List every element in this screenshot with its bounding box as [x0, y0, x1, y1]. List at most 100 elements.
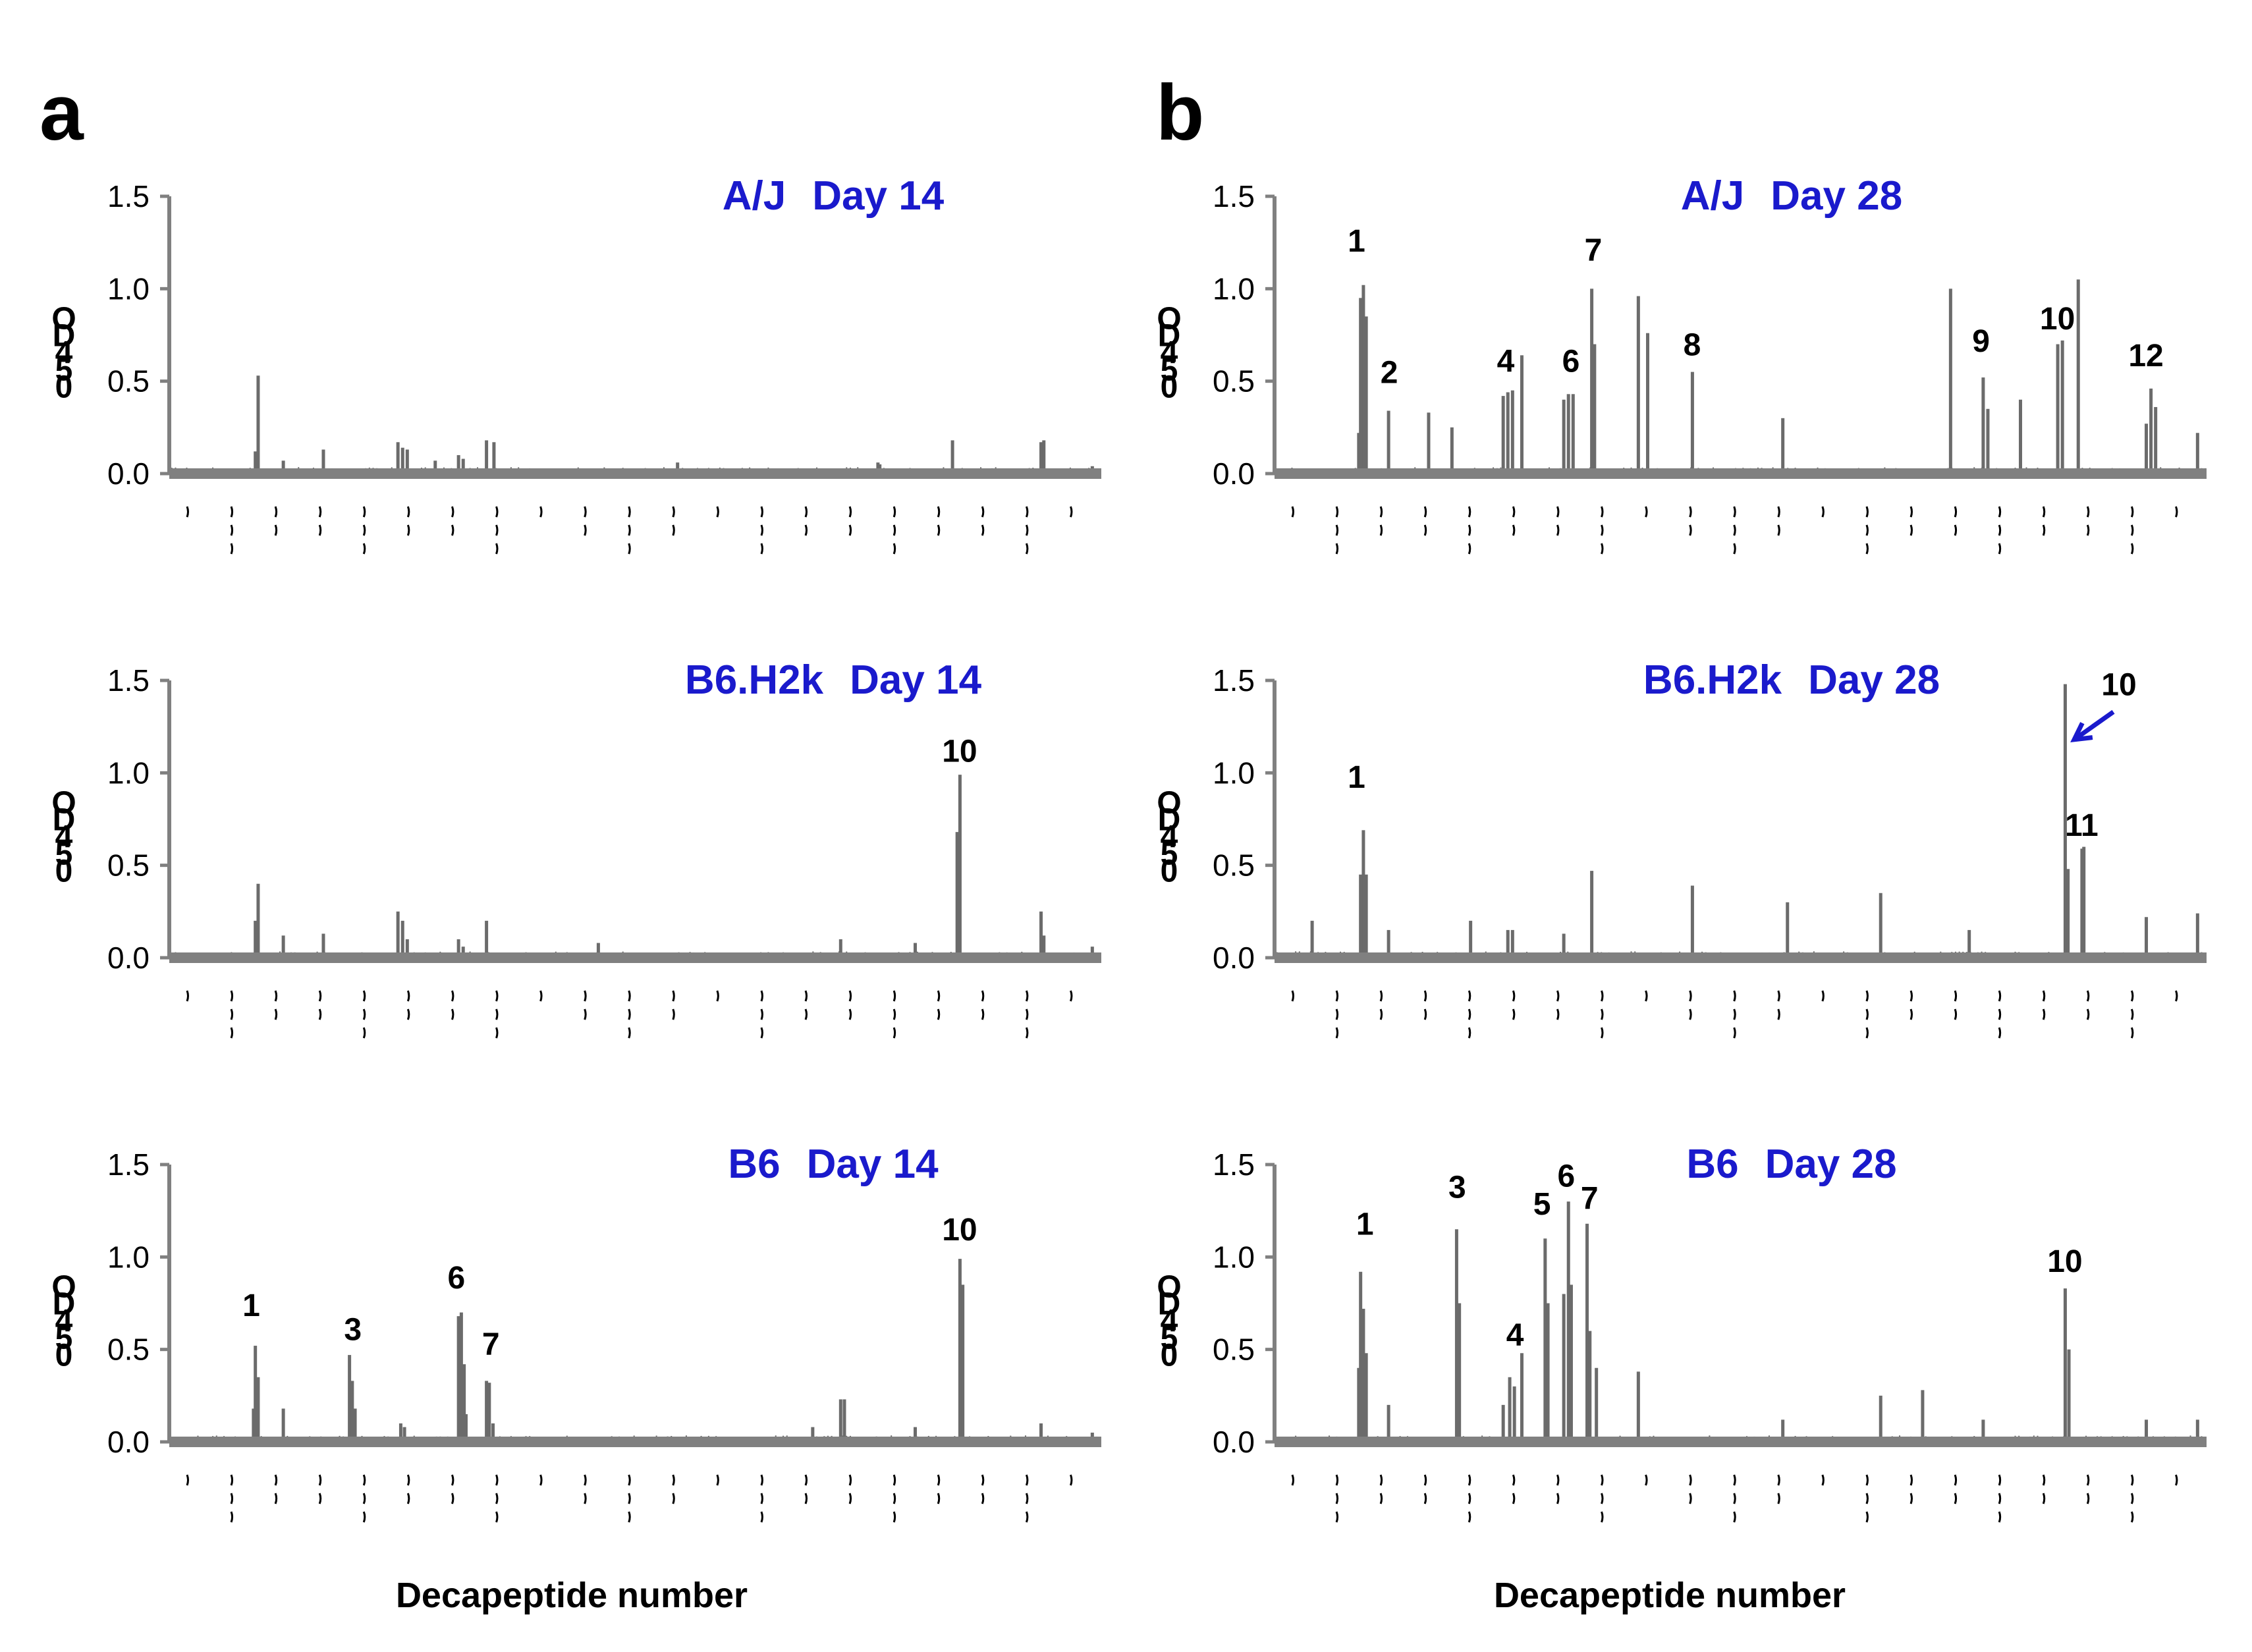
x-tick-glyph: [451, 1474, 454, 1486]
x-tick-glyphs: [1291, 1474, 2178, 1523]
y-tick-label: 1.0: [107, 756, 150, 790]
data-bar: [281, 1408, 285, 1442]
x-tick-glyph: [1954, 990, 1958, 1002]
x-tick-glyph: [1998, 990, 2002, 1002]
x-tick-glyph: [1865, 506, 1869, 518]
data-bar: [1690, 372, 1694, 474]
x-tick-glyph: [1335, 1474, 1339, 1486]
x-tick-glyph: [495, 1474, 499, 1486]
peak-label: 11: [2065, 808, 2099, 843]
x-tick-glyph: [760, 543, 763, 555]
x-tick-glyph: [2086, 1474, 2090, 1486]
data-bar: [2076, 279, 2080, 474]
y-tick-label: 0.5: [107, 848, 150, 883]
x-tick-glyph: [2130, 990, 2134, 1002]
x-tick-glyph: [1777, 1493, 1780, 1504]
x-tick-glyph: [1070, 1474, 1073, 1486]
x-axis-label-panel-b: Decapeptide number: [1494, 1576, 1846, 1615]
y-tick-label: 0.0: [107, 1425, 150, 1459]
x-tick-glyph: [362, 506, 366, 518]
data-bar: [955, 832, 959, 958]
x-tick-glyph: [1821, 506, 1825, 518]
x-tick-glyph: [628, 1008, 631, 1020]
data-bar: [1986, 408, 1990, 474]
data-bar: [1387, 410, 1390, 474]
x-tick-glyph: [1423, 506, 1427, 518]
x-tick-glyph: [1335, 1008, 1339, 1020]
data-bar: [1562, 399, 1566, 474]
data-bar: [676, 462, 680, 474]
data-bar: [838, 1399, 842, 1442]
data-bar: [1569, 1284, 1573, 1442]
x-tick-glyph: [1777, 1008, 1780, 1020]
y-tick-label: 1.0: [1213, 756, 1255, 790]
x-tick-glyph: [672, 1493, 675, 1504]
data-bar: [1310, 920, 1314, 958]
data-bar: [402, 1427, 406, 1442]
panel-letter-a: a: [40, 69, 84, 157]
x-tick-glyph: [1733, 1008, 1736, 1020]
data-bar: [256, 1377, 260, 1442]
chart-title-day: Day 14: [807, 1142, 939, 1187]
x-tick-glyph: [495, 506, 499, 518]
x-tick-glyph: [804, 1008, 808, 1020]
x-tick-glyph: [1468, 1493, 1471, 1504]
x-tick-glyph: [1601, 1008, 1604, 1020]
data-bar: [281, 935, 285, 958]
data-bar: [456, 939, 460, 958]
x-tick-glyph: [1468, 990, 1471, 1002]
x-tick-glyph: [937, 506, 941, 518]
data-bar: [281, 460, 285, 474]
x-tick-glyph: [1733, 1474, 1736, 1486]
x-tick-glyph: [1025, 543, 1029, 555]
x-tick-glyph: [1865, 1008, 1869, 1020]
data-bar: [254, 451, 258, 474]
peak-label: 1: [1348, 760, 1365, 795]
x-tick-glyph: [1733, 506, 1736, 518]
x-tick-glyph: [2130, 1027, 2134, 1039]
x-tick-glyph: [230, 1008, 234, 1020]
data-bar: [811, 1427, 815, 1442]
data-bar: [1361, 1308, 1365, 1442]
x-tick-glyph: [495, 524, 499, 536]
x-tick-glyphs: [186, 990, 1073, 1039]
x-tick-glyph: [539, 1474, 543, 1486]
data-bar: [396, 442, 400, 474]
data-bar: [1427, 412, 1431, 474]
chart-title: A/J Day 14: [723, 173, 945, 219]
x-tick-glyph: [1379, 990, 1383, 1002]
chart-title: B6 Day 14: [728, 1142, 939, 1187]
x-tick-glyph: [1025, 1511, 1029, 1523]
x-tick-glyph: [1556, 990, 1560, 1002]
data-bar: [1357, 1367, 1361, 1442]
x-tick-glyph: [1865, 990, 1869, 1002]
x-tick-glyph: [848, 506, 852, 518]
peak-label: 10: [2040, 302, 2075, 337]
x-tick-glyph: [2175, 990, 2178, 1002]
x-tick-glyph: [1468, 1511, 1471, 1523]
y-tick-label: 1.5: [1213, 663, 1255, 698]
x-tick-glyph: [451, 506, 454, 518]
chart-title-day: Day 14: [812, 173, 944, 219]
x-tick-glyph: [1025, 1027, 1029, 1039]
x-tick-glyph: [2130, 543, 2134, 555]
y-axis-label-char: 0: [1161, 854, 1178, 889]
x-tick-glyphs: [186, 1474, 1073, 1523]
x-tick-glyph: [1909, 524, 1913, 536]
data-bar: [1543, 1238, 1547, 1442]
data-bar: [2066, 869, 2070, 958]
data-bar: [2195, 913, 2199, 958]
x-axis-line: [1275, 952, 2207, 963]
x-tick-glyph: [1512, 1493, 1516, 1504]
data-bar: [961, 1284, 965, 1442]
x-tick-glyph: [893, 524, 896, 536]
x-tick-glyph: [893, 1008, 896, 1020]
data-bar: [405, 939, 409, 958]
x-tick-glyph: [2130, 1493, 2134, 1504]
x-tick-glyph: [672, 1008, 675, 1020]
